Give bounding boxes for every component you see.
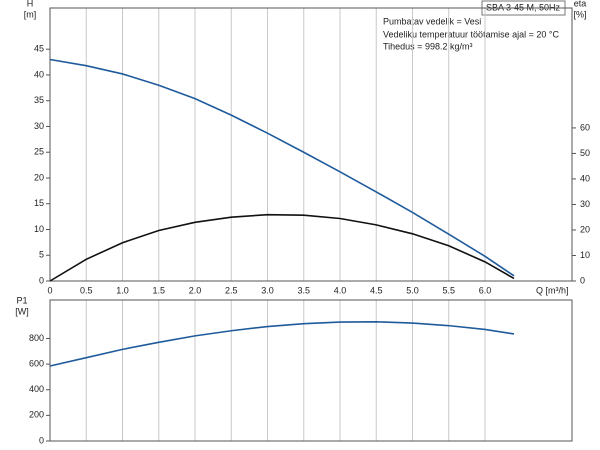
annotation: Tihedus = 998.2 kg/m³ (383, 41, 472, 51)
x-tick-label: 4.5 (370, 285, 383, 295)
y-axis-unit: [m] (24, 9, 37, 19)
y2-tick-label: 0 (580, 275, 585, 285)
y-tick-label: 20 (34, 172, 44, 182)
y2-tick-label: 10 (580, 250, 590, 260)
y2-tick-label: 50 (580, 148, 590, 158)
y-tick-label: 400 (29, 384, 44, 394)
y-axis-unit: [W] (15, 306, 29, 316)
y2-tick-label: 60 (580, 122, 590, 132)
y-tick-label: 35 (34, 95, 44, 105)
x-tick-label: 3.5 (297, 285, 310, 295)
x-tick-label: 1.0 (116, 285, 129, 295)
y2-axis-unit: [%] (573, 9, 586, 19)
plot-frame (49, 7, 573, 282)
x-tick-label: 2.5 (225, 285, 238, 295)
x-tick-label: 0 (47, 285, 52, 295)
y-tick-label: 0 (39, 275, 44, 285)
series-line (49, 320, 515, 367)
y2-axis-label: eta (574, 0, 587, 8)
x-axis-label: Q [m³/h] (536, 285, 569, 295)
x-tick-label: 0.5 (80, 285, 93, 295)
x-tick-label: 5.0 (406, 285, 419, 295)
y-tick-label: 30 (34, 121, 44, 131)
y-tick-label: 10 (34, 224, 44, 234)
x-tick-label: 4.0 (334, 285, 347, 295)
y2-tick-label: 40 (580, 173, 590, 183)
y-tick-label: 40 (34, 69, 44, 79)
y-tick-label: 25 (34, 147, 44, 157)
y-tick-label: 800 (29, 333, 44, 343)
x-tick-label: 2.0 (189, 285, 202, 295)
y-axis-label: P1 (16, 295, 27, 305)
y2-tick-label: 20 (580, 224, 590, 234)
x-tick-label: 1.5 (152, 285, 165, 295)
x-tick-label: 5.5 (442, 285, 455, 295)
y-tick-label: 5 (39, 250, 44, 260)
series-line (49, 58, 515, 277)
y-tick-label: 600 (29, 358, 44, 368)
y2-tick-label: 30 (580, 199, 590, 209)
x-tick-label: 6.0 (479, 285, 492, 295)
plot-frame (49, 299, 573, 442)
y-tick-label: 200 (29, 410, 44, 420)
series-line (49, 213, 515, 282)
y-tick-label: 0 (39, 435, 44, 445)
y-axis-label: H (27, 0, 34, 8)
y-tick-label: 45 (34, 44, 44, 54)
annotation: Vedeliku temperatuur töötamise ajal = 20… (383, 29, 559, 39)
y-tick-label: 15 (34, 198, 44, 208)
x-tick-label: 3.0 (261, 285, 274, 295)
annotation: Pumbatav vedelik = Vesi (383, 16, 481, 26)
chart-title: SBA 3-45 M, 50Hz (486, 2, 561, 12)
